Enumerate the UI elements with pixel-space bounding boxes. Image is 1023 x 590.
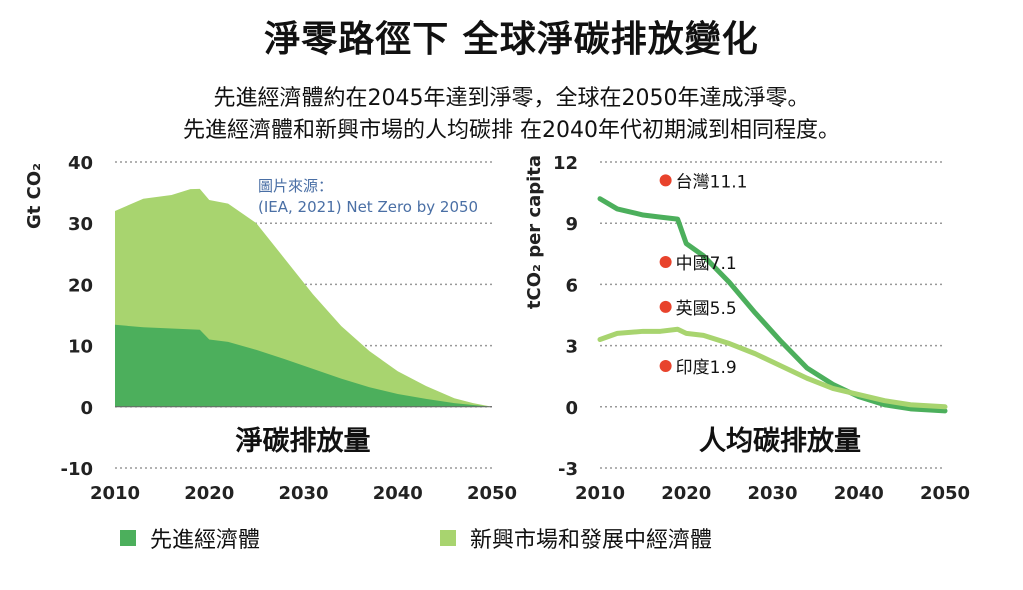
subtitle-line-2: 先進經濟體和新興市場的人均碳排 在2040年代初期減到相同程度。 [183, 118, 840, 143]
advanced-economies-line [597, 196, 948, 414]
emissions-ytick-label: 0 [80, 398, 93, 419]
country-marker [659, 300, 672, 313]
advanced-economies-area [115, 324, 492, 407]
legend-item-advanced: 先進經濟體 [120, 522, 260, 554]
emissions-xtick-label: 2040 [373, 483, 423, 504]
emerging-economies-line [597, 326, 948, 410]
per-capita-panel-title: 人均碳排放量 [699, 425, 861, 457]
legend-swatch-emerging [440, 530, 456, 546]
per-capita-xtick-label: 2030 [747, 483, 797, 504]
per-capita-xtick-label: 2050 [920, 483, 970, 504]
emissions-ylabel: Gt CO₂ [24, 163, 45, 229]
per-capita-ytick-label: -3 [558, 459, 578, 480]
emissions-ytick-label: -10 [60, 459, 93, 480]
emissions-ytick-label: 10 [68, 337, 93, 358]
country-label: 中國7.1 [676, 254, 737, 274]
emissions-xtick-label: 2010 [90, 483, 140, 504]
legend-item-emerging: 新興市場和發展中經濟體 [440, 522, 712, 554]
per-capita-xtick-label: 2040 [834, 483, 884, 504]
legend-label-emerging: 新興市場和發展中經濟體 [470, 528, 713, 553]
per-capita-ytick-label: 0 [565, 398, 578, 419]
per-capita-ytick-label: 12 [553, 153, 578, 174]
country-label: 台灣11.1 [676, 172, 748, 192]
country-marker [659, 174, 672, 187]
source-note-line: 圖片來源： [258, 177, 333, 195]
country-marker [659, 360, 672, 372]
source-note-line: (IEA, 2021) Net Zero by 2050 [258, 198, 478, 216]
legend-swatch-advanced [120, 530, 136, 546]
per-capita-xtick-label: 2010 [575, 483, 625, 504]
per-capita-ylabel: tCO₂ per capita [524, 155, 545, 309]
subtitle-line-1: 先進經濟體約在2045年達到淨零，全球在2050年達成淨零。 [213, 86, 810, 111]
emissions-ytick-label: 40 [68, 153, 93, 174]
legend-label-advanced: 先進經濟體 [150, 528, 261, 553]
emissions-panel-title: 淨碳排放量 [236, 425, 371, 457]
emissions-xtick-label: 2020 [184, 483, 234, 504]
country-marker [659, 255, 672, 268]
per-capita-ytick-label: 6 [565, 275, 578, 296]
emissions-ytick-label: 30 [68, 214, 93, 235]
emissions-xtick-label: 2050 [467, 483, 517, 504]
country-label: 印度1.9 [676, 358, 737, 378]
per-capita-xtick-label: 2020 [661, 483, 711, 504]
country-label: 英國5.5 [676, 299, 737, 319]
page-title: 淨零路徑下 全球淨碳排放變化 [264, 19, 759, 60]
emissions-xtick-label: 2030 [278, 483, 328, 504]
emissions-ytick-label: 20 [68, 275, 93, 296]
per-capita-ytick-label: 3 [565, 337, 578, 358]
per-capita-ytick-label: 9 [565, 214, 578, 235]
